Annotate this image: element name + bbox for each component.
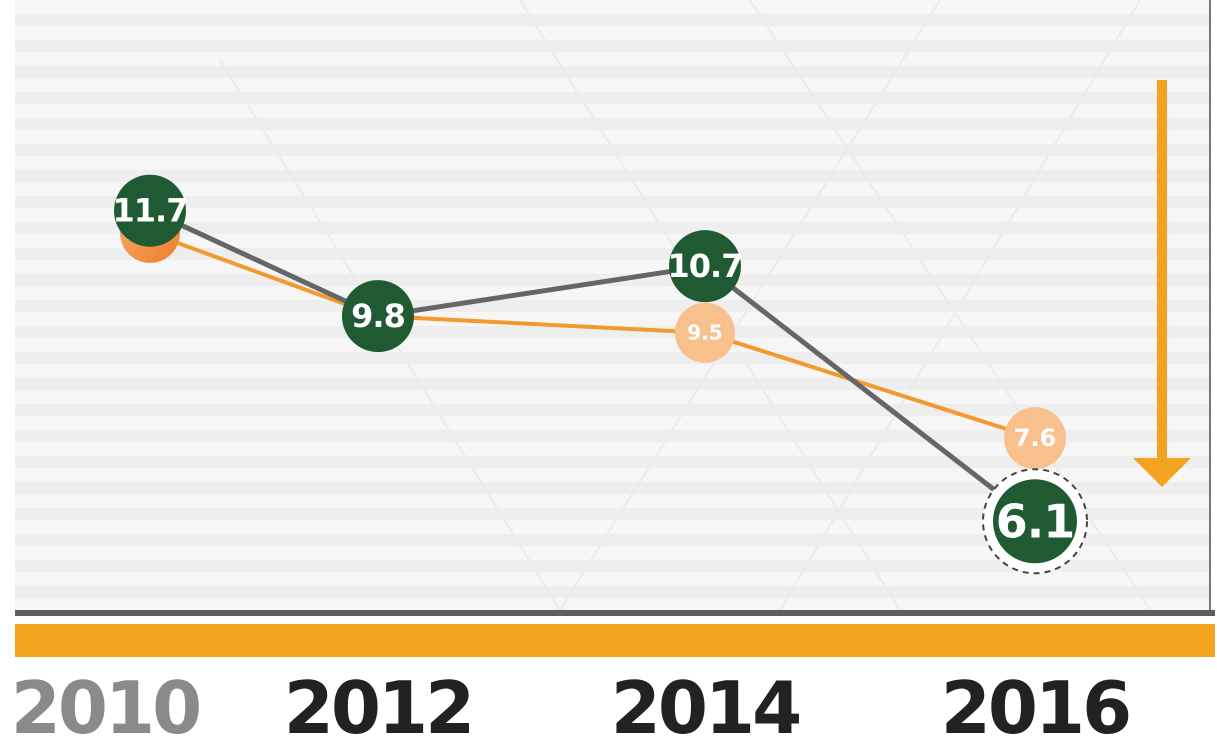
series-line-green xyxy=(148,208,1037,524)
gridline xyxy=(15,92,1210,104)
data-point-green xyxy=(993,479,1077,564)
gridline xyxy=(15,586,1210,598)
series-line-orange xyxy=(149,231,1036,441)
data-point-orange xyxy=(675,302,735,363)
gridlines xyxy=(15,14,1210,598)
x-axis-line xyxy=(15,610,1215,616)
gridline xyxy=(15,40,1210,52)
gridline xyxy=(15,14,1210,26)
x-tick-label: 2010 xyxy=(11,666,199,737)
baseline-band xyxy=(15,624,1215,657)
gridline xyxy=(15,430,1210,442)
gridline xyxy=(15,326,1210,338)
gridline xyxy=(15,456,1210,468)
data-point-orange xyxy=(1004,407,1066,470)
data-point-green xyxy=(114,174,186,247)
gridline xyxy=(15,300,1210,312)
x-tick-label: 2014 xyxy=(611,666,799,737)
gridline xyxy=(15,404,1210,416)
gridline xyxy=(15,248,1210,260)
gridline xyxy=(15,118,1210,130)
gridline xyxy=(15,482,1210,494)
data-point-green xyxy=(342,280,414,353)
data-label-orange: 9.5 xyxy=(687,321,722,345)
series-markers: 11.39.89.57.611.79.810.76.1 xyxy=(113,174,1088,575)
x-tick-label: 2012 xyxy=(284,666,472,737)
x-tick-label: 2016 xyxy=(941,666,1129,737)
gridline xyxy=(15,352,1210,364)
downward-arrow xyxy=(1133,80,1191,487)
data-label-green: 10.7 xyxy=(668,247,743,285)
gridline xyxy=(15,378,1210,390)
gridline xyxy=(15,508,1210,520)
gridline xyxy=(15,66,1210,78)
x-axis-ticks: 2010 2012 2014 2016 xyxy=(11,666,1132,737)
gridline xyxy=(15,170,1210,182)
gridline xyxy=(15,560,1210,572)
data-label-green: 9.8 xyxy=(351,297,405,335)
gridline xyxy=(15,196,1210,208)
series-lines xyxy=(148,208,1037,524)
gridline xyxy=(15,534,1210,546)
data-label-orange: 7.6 xyxy=(1014,424,1057,452)
data-point-green xyxy=(669,230,741,303)
gridline xyxy=(15,222,1210,234)
data-label-green: 11.7 xyxy=(113,192,188,230)
data-label-green: 6.1 xyxy=(996,494,1075,548)
